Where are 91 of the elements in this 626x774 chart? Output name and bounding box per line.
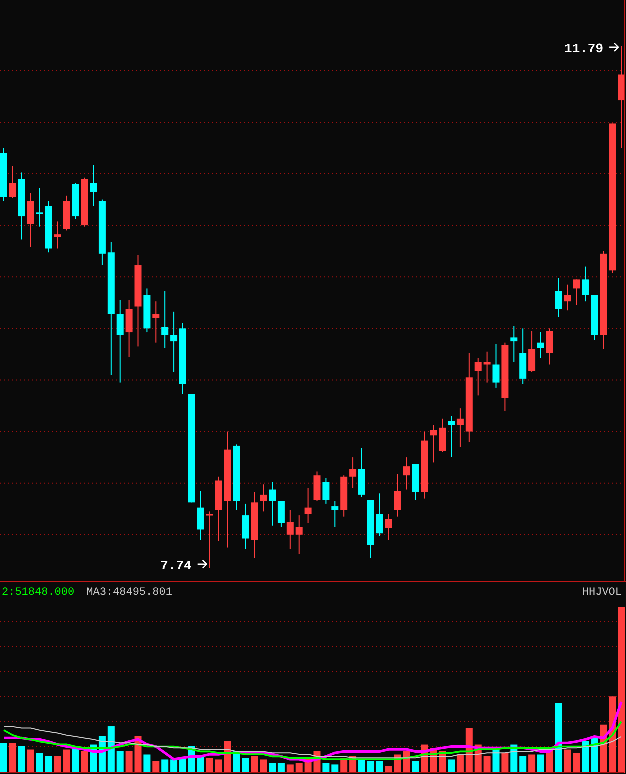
text: MA3:48495.801 — [86, 587, 173, 599]
candlestick — [27, 192, 34, 248]
candlestick — [286, 510, 294, 550]
bar — [528, 754, 536, 773]
bar — [332, 764, 339, 773]
bar — [72, 748, 80, 773]
bar — [162, 760, 169, 773]
bar — [45, 756, 52, 773]
candlestick — [162, 290, 169, 348]
bar — [412, 761, 420, 773]
candlestick — [492, 344, 500, 388]
bar — [18, 746, 26, 773]
candlestick — [90, 164, 97, 207]
candlestick — [269, 482, 276, 526]
candlestick — [152, 301, 160, 344]
candlestick — [403, 457, 410, 490]
text: 2:51848.000 — [2, 587, 75, 599]
bar — [492, 750, 500, 773]
bar — [484, 756, 491, 773]
bar — [286, 764, 294, 773]
candlestick — [385, 514, 392, 541]
candlestick — [484, 351, 491, 384]
bar — [618, 607, 626, 773]
bar — [520, 756, 527, 773]
candlestick — [510, 326, 518, 363]
bar — [385, 766, 392, 773]
candlestick — [376, 493, 384, 537]
candlestick — [170, 311, 178, 373]
candlestick — [474, 358, 482, 396]
candlestick — [448, 416, 455, 458]
candlestick — [564, 284, 572, 312]
bar — [376, 761, 384, 773]
bar — [54, 756, 62, 773]
bar — [0, 743, 8, 773]
candlestick — [528, 330, 536, 373]
candlestick — [9, 166, 16, 199]
bar — [36, 753, 44, 773]
bar — [170, 760, 178, 773]
candlestick — [304, 488, 312, 524]
bar — [27, 750, 34, 773]
bar — [215, 760, 222, 773]
candlestick — [296, 515, 303, 555]
bar — [144, 754, 151, 773]
bar — [322, 763, 330, 773]
chart-title: HHJVOL — [582, 587, 622, 599]
bar — [81, 751, 88, 773]
bar — [116, 751, 124, 773]
candlestick — [36, 188, 44, 228]
bar — [269, 763, 276, 773]
bar — [456, 754, 464, 773]
candlestick — [197, 490, 204, 541]
candlestick — [260, 484, 268, 512]
candlestick — [322, 478, 330, 504]
bar — [63, 750, 70, 773]
candlestick — [242, 503, 250, 550]
bar — [126, 751, 133, 773]
bar — [296, 763, 303, 773]
bar — [448, 760, 455, 773]
bar — [108, 726, 115, 773]
candlestick — [573, 279, 580, 306]
bar — [260, 760, 268, 773]
candlestick — [394, 474, 402, 518]
bar — [555, 703, 562, 773]
annotation: 7.74 — [160, 558, 192, 574]
candlestick — [555, 278, 562, 318]
bar — [152, 761, 160, 773]
bar — [564, 750, 572, 773]
candlestick — [278, 500, 285, 528]
candlestick — [538, 332, 544, 359]
candlestick — [54, 221, 62, 250]
candlestick — [116, 300, 124, 384]
bar — [9, 743, 16, 773]
bar — [502, 753, 509, 773]
bar — [538, 754, 544, 773]
bar — [206, 758, 214, 773]
bar — [573, 753, 580, 773]
candlestick — [350, 457, 357, 489]
candlestick — [206, 511, 214, 569]
candlestick — [546, 328, 554, 366]
bar — [242, 758, 250, 773]
candlestick — [439, 418, 446, 453]
candlestick — [456, 408, 464, 448]
annotation: 11.79 — [564, 41, 604, 56]
candlestick — [582, 266, 590, 302]
bar — [251, 756, 258, 773]
candlestick — [332, 500, 339, 528]
candlestick — [126, 300, 133, 358]
candlestick — [430, 424, 438, 464]
bar — [358, 760, 366, 773]
bar — [278, 763, 285, 773]
bar — [367, 761, 374, 773]
